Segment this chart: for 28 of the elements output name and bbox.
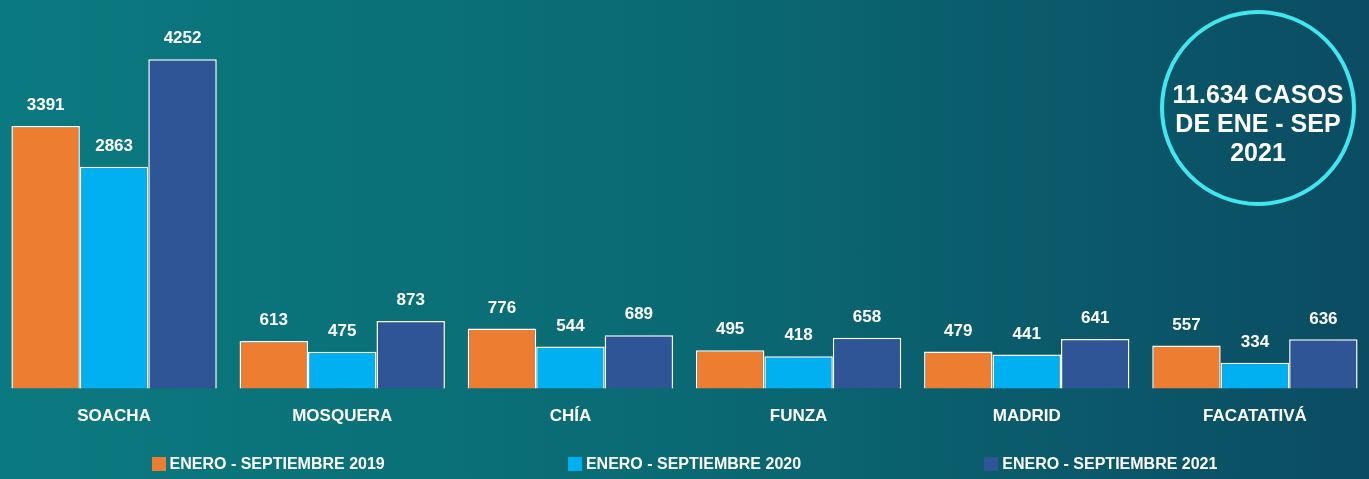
- legend-label: ENERO - SEPTIEMBRE 2020: [585, 455, 802, 473]
- data-label: 613: [259, 310, 288, 330]
- legend-label: ENERO - SEPTIEMBRE 2021: [1002, 455, 1218, 473]
- legend-label: ENERO - SEPTIEMBRE 2019: [169, 455, 385, 473]
- x-tick-label: SOACHA: [77, 406, 151, 426]
- x-tick-label: MOSQUERA: [292, 406, 393, 426]
- annotation: 11.634 CASOS DE ENE - SEP 2021: [1172, 80, 1344, 167]
- data-label: 557: [1172, 314, 1201, 334]
- data-label: 641: [1081, 308, 1110, 328]
- data-label: 873: [396, 290, 425, 310]
- data-label: 689: [624, 304, 654, 324]
- data-label: 418: [784, 325, 813, 345]
- x-tick-label: FACATATIVÁ: [1202, 406, 1307, 426]
- data-label: 3391: [26, 95, 65, 115]
- data-label: 334: [1240, 331, 1270, 351]
- data-label: 544: [556, 315, 586, 335]
- data-label: 658: [852, 306, 882, 326]
- data-label: 636: [1309, 308, 1338, 328]
- data-label: 776: [487, 297, 517, 317]
- x-tick-label: FUNZA: [769, 406, 828, 426]
- data-label: 479: [944, 320, 973, 340]
- x-tick-label: MADRID: [992, 406, 1061, 426]
- x-tick-label: CHÍA: [549, 406, 592, 426]
- data-label: 475: [328, 320, 357, 340]
- data-label: 2863: [95, 136, 133, 155]
- data-label: 441: [1012, 323, 1041, 343]
- data-label: 495: [715, 319, 745, 339]
- data-label: 4252: [163, 28, 202, 48]
